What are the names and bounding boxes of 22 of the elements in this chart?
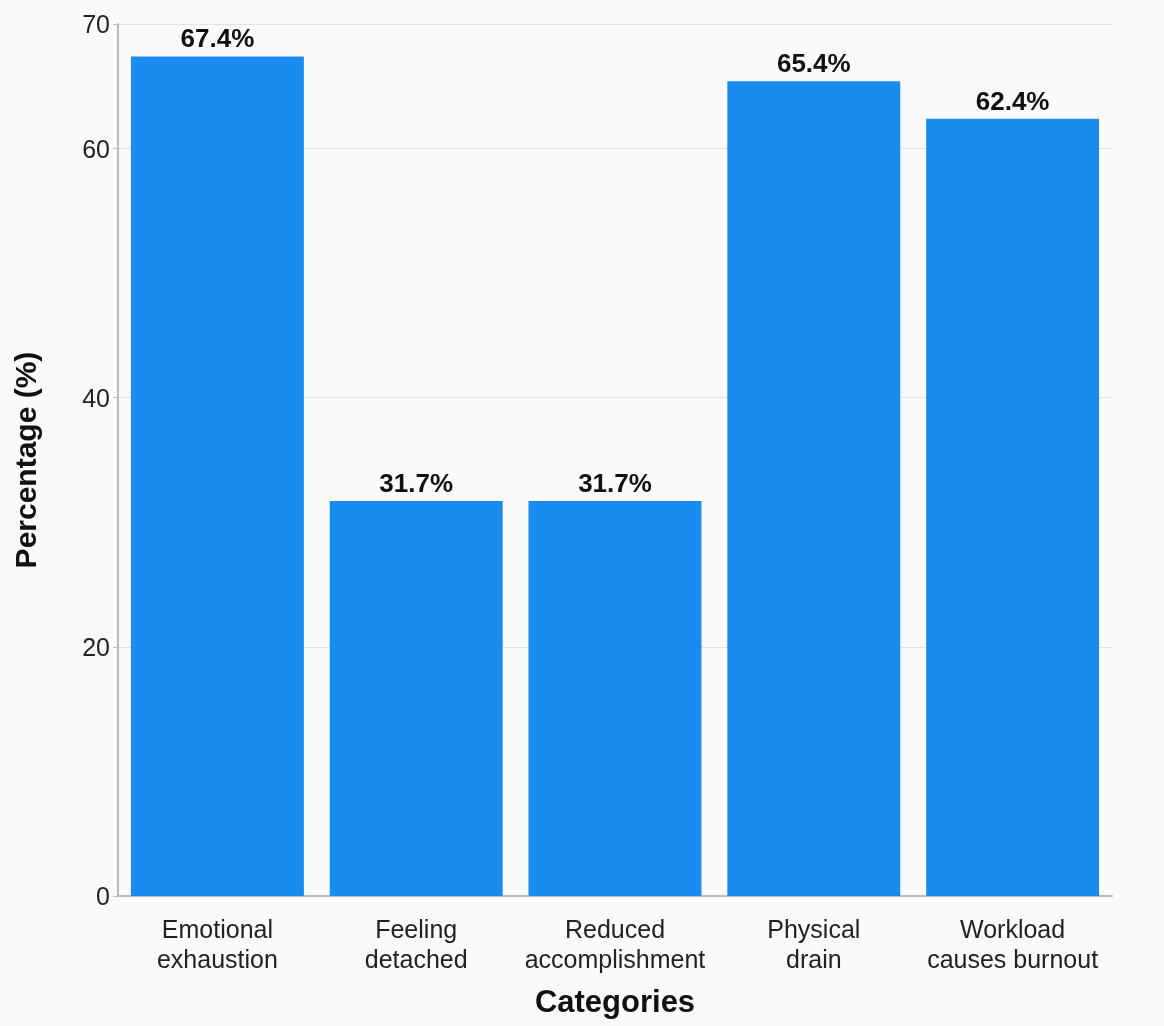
data-label: 31.7% bbox=[578, 468, 652, 499]
x-tick-label: Feeling detached bbox=[364, 915, 468, 973]
x-tick-label: Workload causes burnout bbox=[927, 915, 1099, 973]
y-tick-label: 0 bbox=[96, 882, 110, 910]
x-axis-title: Categories bbox=[534, 984, 696, 1019]
y-tick-label: 20 bbox=[82, 632, 110, 661]
y-tick-label: 60 bbox=[82, 134, 110, 163]
bar bbox=[727, 81, 901, 896]
x-tick-label: Physical drain bbox=[767, 915, 861, 973]
y-tick-label: 70 bbox=[82, 10, 110, 38]
y-axis-title: Percentage (%) bbox=[8, 351, 42, 569]
x-tick-label: Emotional exhaustion bbox=[156, 915, 278, 973]
data-label: 67.4% bbox=[180, 23, 255, 54]
data-label: 65.4% bbox=[776, 48, 851, 79]
bar bbox=[926, 118, 1100, 896]
data-label: 31.7% bbox=[379, 468, 454, 499]
bar bbox=[130, 56, 304, 896]
x-tick-label: Reduced accomplishment bbox=[524, 915, 706, 973]
y-tick-label: 40 bbox=[82, 383, 110, 412]
bar bbox=[329, 501, 503, 896]
data-label: 62.4% bbox=[975, 85, 1050, 116]
bar bbox=[528, 501, 702, 896]
